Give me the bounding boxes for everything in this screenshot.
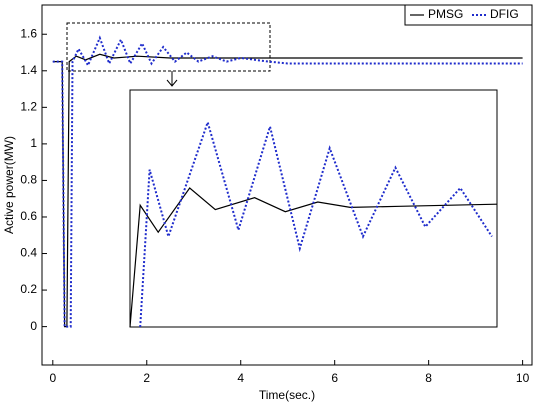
plot-frame [41, 4, 533, 366]
y-tick-label: 0.2 [20, 282, 37, 296]
zoom-arrow-head [166, 79, 178, 87]
y-tick-label: 1.2 [20, 100, 37, 114]
y-axis-label: Active power(MW) [2, 136, 16, 234]
x-axis-label: Time(sec.) [259, 388, 315, 402]
y-tick-label: 1.6 [20, 26, 37, 40]
y-tick-label: 0.6 [20, 209, 37, 223]
x-tick-label: 0 [49, 371, 56, 385]
y-tick-label: 0.8 [20, 173, 37, 187]
x-tick-label: 6 [331, 371, 338, 385]
legend-label: DFIG [490, 7, 519, 21]
series-line [129, 187, 498, 328]
y-tick-label: 0.4 [20, 246, 37, 260]
series-line [52, 35, 523, 328]
x-tick-label: 2 [143, 371, 150, 385]
x-tick-label: 8 [425, 371, 432, 385]
inset-frame [129, 89, 498, 328]
y-tick-label: 1 [30, 136, 37, 150]
x-tick-label: 4 [237, 371, 244, 385]
x-tick-label: 10 [516, 371, 530, 385]
series-line [139, 118, 493, 328]
legend [404, 4, 533, 26]
series-line [52, 53, 523, 328]
legend-label: PMSG [428, 7, 463, 21]
y-tick-label: 0 [30, 319, 37, 333]
zoom-box [66, 22, 271, 72]
y-tick-label: 1.4 [20, 63, 37, 77]
